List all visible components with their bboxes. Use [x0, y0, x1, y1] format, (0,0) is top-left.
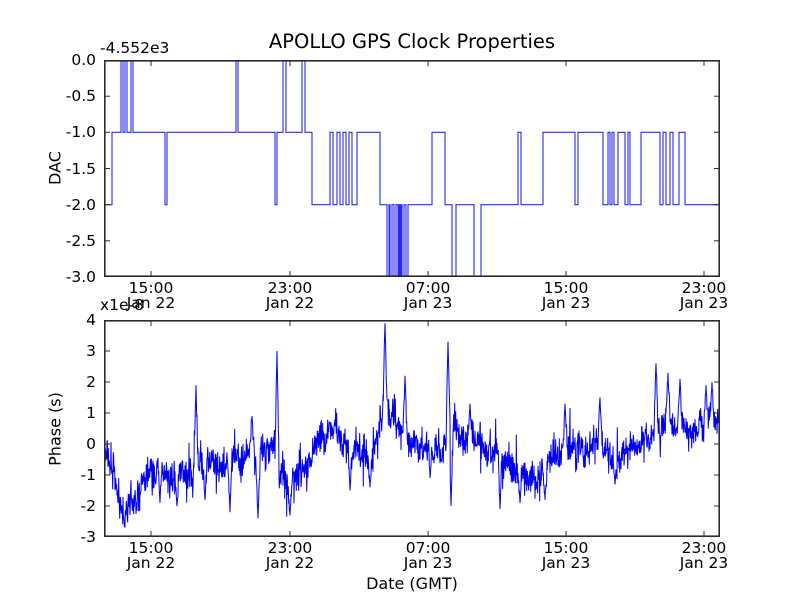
x-tick-time: 23:00	[267, 279, 313, 297]
tick-marks	[105, 320, 719, 537]
y-tick-label: -2.5	[65, 231, 96, 250]
phase-line	[104, 323, 720, 528]
y-tick-label: 3	[86, 342, 96, 360]
dac-axes	[104, 60, 720, 277]
x-tick-label: 23:00 Jan 22	[245, 539, 335, 572]
axes-spines	[104, 320, 720, 537]
y-tick-label: -2	[80, 497, 96, 515]
x-tick-label: 15:00 Jan 22	[106, 539, 196, 572]
y-tick-label: -1.0	[65, 123, 96, 142]
x-tick-label: 23:00 Jan 23	[659, 279, 749, 312]
y-tick-label: 4	[86, 311, 96, 329]
y-tick-label: 1	[86, 404, 96, 422]
tick-marks	[105, 60, 719, 277]
x-tick-date: Jan 23	[679, 553, 729, 572]
x-axis-label: Date (GMT)	[366, 574, 458, 593]
phase-offset-label: x1e-8	[100, 296, 145, 314]
x-tick-label: 15:00 Jan 23	[521, 539, 611, 572]
x-tick-time: 15:00	[128, 279, 174, 297]
x-tick-time: 07:00	[405, 279, 451, 297]
x-tick-date: Jan 23	[403, 293, 453, 312]
x-tick-time: 23:00	[681, 539, 727, 557]
x-tick-time: 15:00	[543, 279, 589, 297]
x-tick-label: 23:00 Jan 22	[245, 279, 335, 312]
x-tick-time: 07:00	[405, 539, 451, 557]
x-tick-label: 07:00 Jan 23	[383, 539, 473, 572]
x-tick-time: 23:00	[267, 539, 313, 557]
dac-plot-svg	[104, 60, 720, 277]
x-tick-date: Jan 23	[541, 553, 591, 572]
x-tick-date: Jan 23	[541, 293, 591, 312]
y-tick-label: 0	[86, 435, 96, 453]
y-tick-label: -3.0	[65, 268, 96, 286]
x-tick-label: 23:00 Jan 23	[659, 539, 749, 572]
chart-title: APOLLO GPS Clock Properties	[268, 30, 556, 53]
y-tick-label: -3	[80, 528, 96, 546]
x-tick-date: Jan 22	[265, 553, 315, 572]
axes-spines	[104, 60, 720, 277]
y-tick-label: -1	[80, 466, 96, 484]
dac-line	[104, 60, 720, 277]
y-tick-label: 2	[86, 373, 96, 391]
y-tick-label: -0.5	[65, 87, 96, 106]
x-tick-date: Jan 23	[679, 293, 729, 312]
phase-plot-svg	[104, 320, 720, 537]
x-tick-time: 15:00	[128, 539, 174, 557]
x-tick-label: 07:00 Jan 23	[383, 279, 473, 312]
x-tick-label: 15:00 Jan 23	[521, 279, 611, 312]
x-tick-time: 23:00	[681, 279, 727, 297]
dac-offset-label: -4.552e3	[100, 39, 170, 57]
x-tick-date: Jan 23	[403, 553, 453, 572]
x-tick-date: Jan 22	[126, 553, 176, 572]
y-tick-label: -2.0	[65, 195, 96, 214]
x-tick-time: 15:00	[543, 539, 589, 557]
y-tick-label: 0.0	[71, 51, 96, 69]
phase-axes	[104, 320, 720, 537]
x-tick-date: Jan 22	[265, 293, 315, 312]
x-tick-label: 15:00 Jan 22	[106, 279, 196, 312]
y-tick-label: -1.5	[65, 159, 96, 178]
x-tick-date: Jan 22	[126, 293, 176, 312]
